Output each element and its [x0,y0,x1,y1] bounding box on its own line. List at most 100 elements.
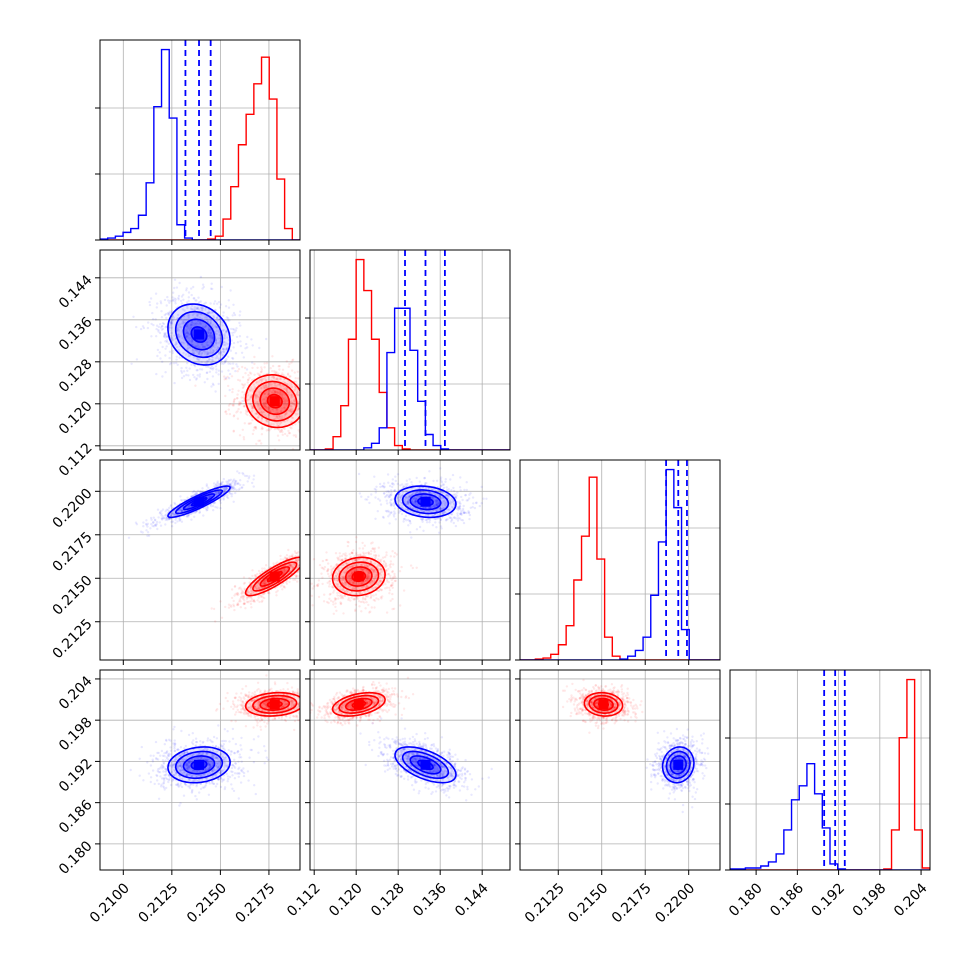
scatter-point [291,395,294,399]
scatter-point [206,360,210,363]
scatter-point [173,278,177,281]
scatter-point [221,354,225,357]
scatter-point [285,404,288,407]
scatter-point [231,388,234,391]
scatter-point [341,587,345,590]
scatter-point [277,372,280,375]
scatter-point [218,357,221,360]
scatter-point [158,512,162,515]
scatter-point [367,575,370,578]
scatter-point [283,406,287,409]
scatter-point [263,392,267,395]
scatter-point [415,476,418,480]
scatter-point [145,529,148,532]
scatter-point [251,409,254,412]
scatter-point [212,509,215,512]
scatter-point [245,410,248,413]
scatter-point [246,346,249,349]
scatter-point [146,326,150,330]
scatter-point [219,351,222,354]
scatter-point [418,491,422,494]
scatter-point [274,411,277,414]
scatter-point [329,592,332,596]
scatter-point [263,582,266,586]
scatter-point [285,391,289,394]
scatter-point [236,341,240,344]
scatter-point [365,578,369,581]
scatter-point [249,396,252,399]
scatter-point [283,427,286,431]
scatter-point [331,586,334,589]
scatter-point [385,586,389,589]
contour-red [259,566,291,587]
scatter-point [289,409,292,413]
scatter-point [185,325,188,328]
scatter-point [265,384,268,388]
scatter-point [222,343,225,346]
scatter-point [251,344,254,347]
scatter-point [293,389,296,392]
scatter-point [226,480,229,484]
scatter-point [208,494,212,498]
scatter-point [452,493,456,496]
scatter-point [225,487,228,491]
scatter-point [264,402,267,406]
scatter-point [442,512,445,515]
scatter-point [252,478,255,481]
scatter-point [293,550,297,553]
scatter-point [365,575,369,579]
scatter-point [217,491,220,495]
scatter-point [229,349,233,352]
scatter-point [285,582,289,585]
scatter-point [366,575,369,578]
scatter-point [193,312,196,315]
scatter-point [200,490,203,493]
scatter-point [426,517,430,520]
scatter-point [290,410,293,414]
scatter-point [222,350,225,353]
scatter-point [225,358,228,361]
scatter-point [306,589,308,591]
scatter-point [292,578,295,581]
scatter-point [164,332,167,335]
scatter-point [211,375,215,378]
scatter-point [224,305,228,308]
scatter-point [360,582,363,585]
scatter-point [258,572,262,575]
scatter-point [387,489,390,493]
scatter-point [187,505,191,508]
scatter-point [231,486,234,490]
scatter-point [193,515,196,518]
scatter-point [161,327,165,331]
scatter-point [350,578,353,582]
scatter-point [233,414,236,417]
scatter-point [165,508,168,511]
scatter-point [425,506,428,509]
scatter-point [306,390,308,392]
scatter-point [183,309,186,312]
scatter-point [353,555,356,558]
scatter-point [165,325,168,328]
scatter-point [235,335,239,339]
scatter-point [232,486,235,489]
scatter-point [188,313,191,317]
scatter-point [171,520,175,523]
scatter-point [250,338,253,341]
scatter-point [444,494,448,497]
scatter-point [198,490,202,493]
scatter-point [281,395,284,398]
scatter-point [338,591,341,595]
scatter-point [289,409,292,412]
scatter-point [348,574,351,578]
scatter-point [236,591,239,595]
scatter-point [250,396,253,400]
scatter-point [307,559,309,561]
scatter-point [258,586,261,589]
scatter-point [285,557,288,560]
scatter-point [270,422,273,426]
scatter-point [296,580,299,583]
scatter-point [153,519,157,522]
scatter-point [306,575,308,577]
scatter-point [391,592,394,596]
scatter-point [242,385,245,388]
